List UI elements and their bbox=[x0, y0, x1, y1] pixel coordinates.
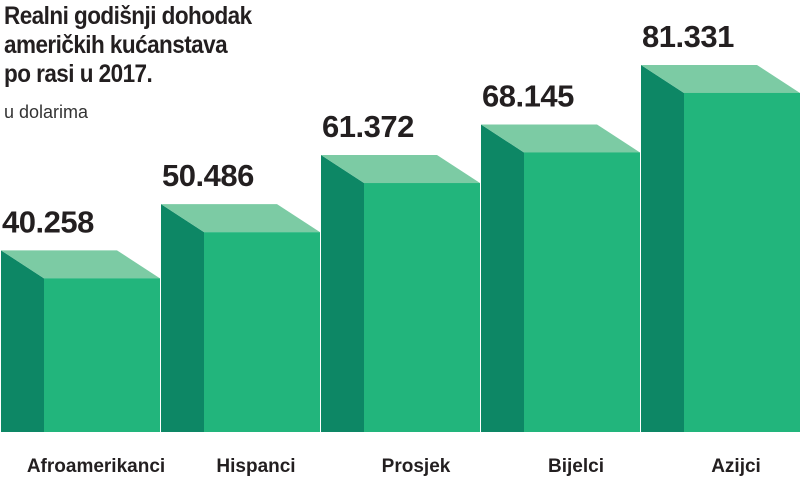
category-label-hispanci: Hispanci bbox=[216, 456, 295, 477]
value-label-hispanci: 50.486 bbox=[162, 158, 254, 193]
chart-title-line-3: po rasi u 2017. bbox=[4, 60, 153, 88]
value-label-prosjek: 61.372 bbox=[322, 109, 414, 144]
bar-afroamerikanci bbox=[1, 250, 160, 432]
bar-azijci bbox=[641, 64, 800, 433]
bar-hispanci bbox=[161, 204, 320, 432]
bar-front-azijci bbox=[684, 92, 800, 433]
category-label-bijelci: Bijelci bbox=[548, 456, 604, 477]
bar-side-afroamerikanci bbox=[1, 250, 44, 432]
category-label-azijci: Azijci bbox=[711, 456, 761, 477]
value-label-afroamerikanci: 40.258 bbox=[2, 204, 94, 239]
value-label-bijelci: 68.145 bbox=[482, 78, 574, 113]
bar-prosjek bbox=[321, 155, 480, 432]
category-label-afroamerikanci: Afroamerikanci bbox=[27, 456, 165, 477]
bar-top-azijci bbox=[641, 64, 800, 93]
category-label-prosjek: Prosjek bbox=[382, 456, 451, 477]
bar-top-hispanci bbox=[161, 204, 320, 233]
bar-top-afroamerikanci bbox=[1, 250, 160, 279]
bar-front-bijelci bbox=[524, 152, 640, 432]
bar-front-afroamerikanci bbox=[44, 278, 160, 432]
bar-side-bijelci bbox=[481, 124, 524, 433]
bar-front-hispanci bbox=[204, 232, 320, 432]
chart-title-line-1: Realni godišnji dohodak bbox=[4, 2, 252, 30]
bar-top-prosjek bbox=[321, 155, 480, 184]
bar-front-prosjek bbox=[364, 183, 480, 432]
value-label-azijci: 81.331 bbox=[642, 19, 734, 54]
chart-subtitle: u dolarima bbox=[4, 102, 89, 122]
bar-side-prosjek bbox=[321, 155, 364, 432]
bar-side-hispanci bbox=[161, 204, 204, 432]
chart-title-block: Realni godišnji dohodak američkih kućans… bbox=[4, 2, 334, 123]
chart-title-line-2: američkih kućanstava bbox=[4, 31, 228, 59]
bar-top-bijelci bbox=[481, 124, 640, 153]
bar-bijelci bbox=[481, 124, 640, 433]
bar-side-azijci bbox=[641, 64, 684, 433]
